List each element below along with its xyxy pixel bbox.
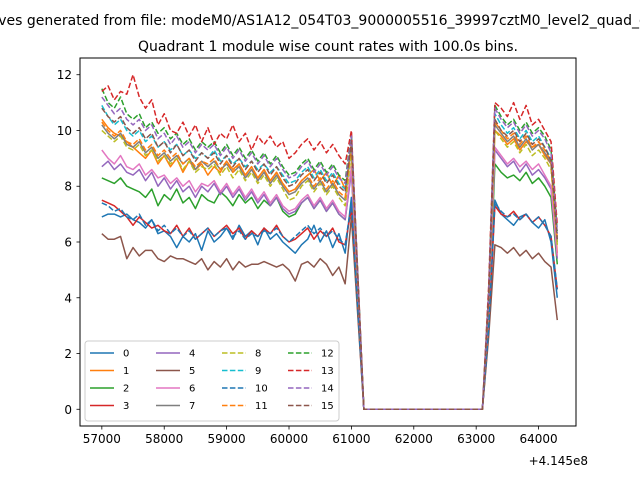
series-line-13 [101, 73, 559, 411]
legend-label-9: 9 [255, 366, 261, 377]
x-tick-label: 60000 [270, 432, 308, 446]
chart-title: Quadrant 1 module wise count rates with … [138, 39, 518, 55]
x-tick-label: 62000 [395, 432, 433, 446]
y-tick-label: 4 [64, 291, 72, 305]
legend-label-12: 12 [321, 349, 334, 360]
series-line-14 [101, 96, 559, 411]
legend-label-4: 4 [189, 349, 195, 360]
legend-label-3: 3 [123, 401, 129, 412]
legend-label-7: 7 [189, 401, 195, 412]
legend-frame [84, 340, 340, 422]
legend-label-8: 8 [255, 349, 261, 360]
legend-label-14: 14 [321, 384, 334, 395]
x-tick-label: 58000 [145, 432, 183, 446]
legend-label-1: 1 [123, 366, 129, 377]
series-line-15 [101, 107, 559, 411]
x-axis: 57000 58000 59000 60000 61000 62000 63000 64000 [83, 426, 558, 446]
legend-label-15: 15 [321, 401, 334, 412]
series-line-7 [101, 124, 559, 411]
legend-label-10: 10 [255, 384, 268, 395]
series-line-5 [101, 216, 559, 411]
legend-label-2: 2 [123, 384, 129, 395]
y-tick-label: 10 [57, 124, 72, 138]
series-line-10 [101, 202, 559, 411]
y-tick-label: 12 [57, 68, 72, 82]
series-line-12 [101, 88, 559, 411]
x-offset-label: +4.145e8 [529, 454, 588, 468]
legend-label-5: 5 [189, 366, 195, 377]
legend-label-11: 11 [255, 401, 268, 412]
x-tick-label: 63000 [457, 432, 495, 446]
x-tick-label: 57000 [83, 432, 121, 446]
series-line-9 [101, 105, 559, 411]
series-line-4 [101, 149, 559, 411]
series-line-6 [101, 146, 559, 411]
y-tick-label: 2 [64, 347, 72, 361]
y-tick-label: 6 [64, 236, 72, 250]
legend-label-6: 6 [189, 384, 195, 395]
x-tick-label: 59000 [208, 432, 246, 446]
x-tick-label: 61000 [332, 432, 370, 446]
chart-suptitle: Light curves generated from file: modeM0… [0, 13, 640, 29]
series-lines [101, 73, 559, 411]
y-tick-label: 8 [64, 180, 72, 194]
series-line-8 [101, 129, 559, 411]
y-tick-label: 0 [64, 403, 72, 417]
x-tick-label: 64000 [519, 432, 557, 446]
y-axis: 0 2 4 6 8 10 12 [57, 68, 80, 417]
legend-label-0: 0 [123, 349, 129, 360]
legend-label-13: 13 [321, 366, 334, 377]
